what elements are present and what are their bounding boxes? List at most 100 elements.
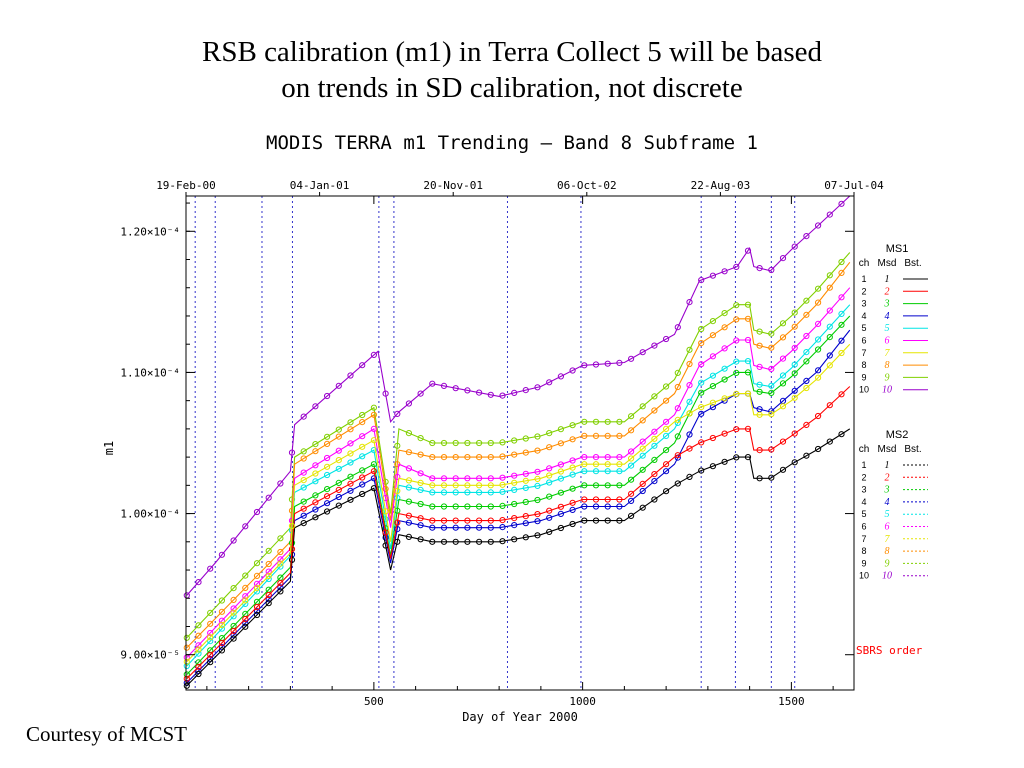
- series-point: [487, 391, 494, 398]
- legend-channel: 8: [861, 360, 866, 370]
- series-point: [464, 454, 471, 461]
- top-date-label: 04-Jan-01: [290, 179, 350, 192]
- series-point: [534, 510, 541, 518]
- series-point: [803, 384, 810, 392]
- series-point: [546, 514, 553, 521]
- series-point: [826, 307, 833, 314]
- series-point: [663, 468, 670, 475]
- series-point: [324, 486, 331, 493]
- series-point: [791, 309, 798, 316]
- series-point: [312, 499, 319, 506]
- series-point: [476, 538, 483, 545]
- series-point: [429, 517, 436, 524]
- series-point: [803, 297, 810, 304]
- series-point: [359, 419, 366, 426]
- series-point: [686, 398, 693, 405]
- legend-channel: 1: [861, 460, 866, 470]
- series-point: [721, 365, 728, 372]
- series-point: [288, 546, 296, 553]
- legend-header: Bst.: [904, 258, 921, 269]
- series-point: [300, 520, 307, 527]
- series-point: [382, 485, 389, 492]
- series-point: [698, 410, 705, 417]
- series-point: [604, 503, 611, 510]
- series-point: [253, 608, 261, 615]
- series-point: [733, 337, 740, 344]
- series-point: [335, 433, 342, 440]
- series-point: [709, 434, 717, 442]
- series-point: [195, 642, 202, 649]
- series-point: [417, 435, 424, 442]
- series-point: [756, 342, 763, 349]
- series-point: [628, 448, 635, 455]
- series-point: [370, 461, 377, 468]
- series-point: [183, 662, 190, 670]
- series-point: [756, 363, 763, 370]
- series-point: [277, 480, 284, 487]
- series-point: [569, 457, 576, 464]
- series-point: [207, 629, 214, 637]
- series-point: [639, 438, 646, 445]
- series-point: [604, 454, 611, 461]
- series-point: [733, 263, 740, 270]
- series-point: [569, 499, 576, 506]
- series-point: [452, 517, 459, 524]
- series-point: [709, 404, 717, 411]
- series-point: [499, 392, 506, 399]
- legend-marker: 2: [885, 472, 890, 483]
- series-point: [639, 445, 646, 452]
- series-point: [546, 379, 553, 386]
- series-point: [522, 520, 529, 527]
- series-point: [616, 461, 623, 468]
- series-point: [663, 461, 670, 468]
- series-point: [698, 325, 705, 333]
- legend-channel: 10: [859, 571, 869, 581]
- series-point: [604, 468, 611, 475]
- series-point: [628, 427, 635, 434]
- series-point: [686, 299, 693, 306]
- series-point: [265, 568, 272, 575]
- series-point: [511, 522, 518, 529]
- series-point: [300, 484, 307, 491]
- series-point: [639, 480, 646, 487]
- series-point: [779, 320, 787, 327]
- series-point: [242, 615, 249, 623]
- series-point: [616, 517, 623, 524]
- series-point: [791, 361, 798, 368]
- series-point: [803, 358, 810, 365]
- series-point: [218, 551, 225, 558]
- series-point: [230, 537, 237, 544]
- series-point: [663, 383, 670, 390]
- series-point: [534, 496, 541, 504]
- series-point: [476, 389, 483, 396]
- series-point: [265, 572, 272, 580]
- series-point: [534, 532, 541, 539]
- series-point: [651, 496, 658, 503]
- series-point: [195, 646, 202, 653]
- series-point: [815, 299, 822, 306]
- series-point: [476, 439, 483, 447]
- series-point: [838, 431, 845, 438]
- series-point: [487, 524, 494, 531]
- series-point: [440, 475, 448, 482]
- series-point: [230, 632, 237, 639]
- series-point: [522, 435, 529, 442]
- series-layer: [183, 195, 851, 689]
- series-point: [826, 362, 833, 369]
- series-point: [756, 411, 763, 418]
- series-point: [394, 519, 401, 526]
- series-point: [324, 493, 331, 500]
- series-point: [522, 387, 529, 394]
- series-point: [405, 533, 412, 541]
- series-point: [300, 512, 307, 519]
- series-point: [218, 608, 225, 615]
- series-point: [265, 591, 272, 599]
- series-point: [709, 272, 717, 279]
- series-point: [546, 444, 553, 451]
- series-point: [335, 502, 342, 509]
- series-point: [791, 430, 798, 437]
- series-point: [779, 380, 787, 387]
- series-point: [324, 392, 331, 400]
- series-point: [534, 482, 541, 489]
- series-point: [557, 510, 565, 518]
